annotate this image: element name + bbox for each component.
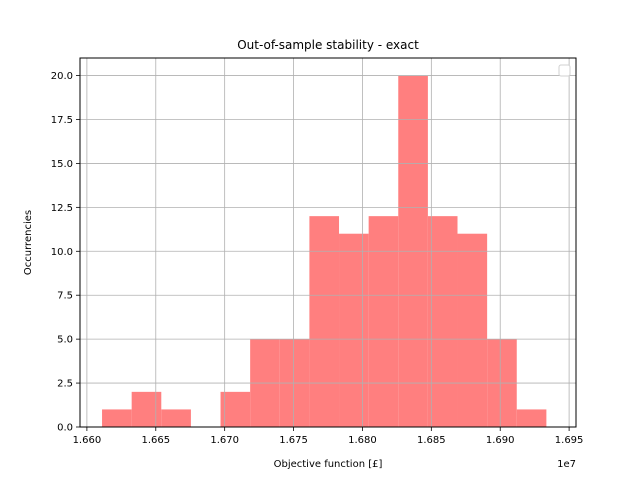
y-axis-label: Occurrencies — [23, 210, 34, 275]
axes-frame — [79, 57, 577, 428]
x-tick-label: 1.660 — [73, 435, 102, 446]
x-tick-label: 1.680 — [348, 435, 377, 446]
legend-box — [558, 64, 571, 77]
x-tick-label: 1.685 — [417, 435, 446, 446]
x-tick-label: 1.695 — [555, 435, 584, 446]
x-axis-label: Objective function [£] — [274, 459, 383, 470]
x-tick-label: 1.670 — [210, 435, 239, 446]
histogram-bar — [131, 391, 162, 427]
histogram-bar — [457, 233, 488, 427]
histogram-bar — [102, 409, 132, 427]
histogram-bar — [220, 391, 251, 427]
histogram-bar — [516, 409, 547, 427]
x-tick-label: 1.675 — [279, 435, 308, 446]
x-axis-ticks: 1.660 1.665 1.670 1.675 1.680 1.685 1.690 1.695 — [73, 427, 584, 446]
y-tick-label: 20.0 — [51, 71, 73, 82]
y-axis-ticks: 0.0 2.5 5.0 7.5 10.0 12.5 15.0 17.5 20.0 — [51, 71, 80, 434]
x-tick-label: 1.690 — [486, 435, 515, 446]
y-tick-label: 2.5 — [57, 379, 73, 390]
legend — [558, 64, 571, 77]
histogram-bar — [427, 216, 458, 427]
x-axis-offset-label: 1e7 — [557, 459, 576, 470]
histogram-bar — [339, 233, 369, 427]
y-tick-label: 7.5 — [57, 291, 73, 302]
chart-title: Out-of-sample stability - exact — [237, 38, 419, 52]
histogram-bar — [161, 409, 191, 427]
y-tick-label: 12.5 — [51, 203, 73, 214]
y-tick-label: 5.0 — [57, 335, 73, 346]
histogram-bar — [309, 216, 340, 427]
y-tick-label: 17.5 — [51, 115, 73, 126]
y-tick-label: 0.0 — [57, 423, 73, 434]
histogram-bar — [368, 216, 399, 427]
y-tick-label: 15.0 — [51, 159, 73, 170]
x-tick-label: 1.665 — [141, 435, 170, 446]
y-tick-label: 10.0 — [51, 247, 73, 258]
